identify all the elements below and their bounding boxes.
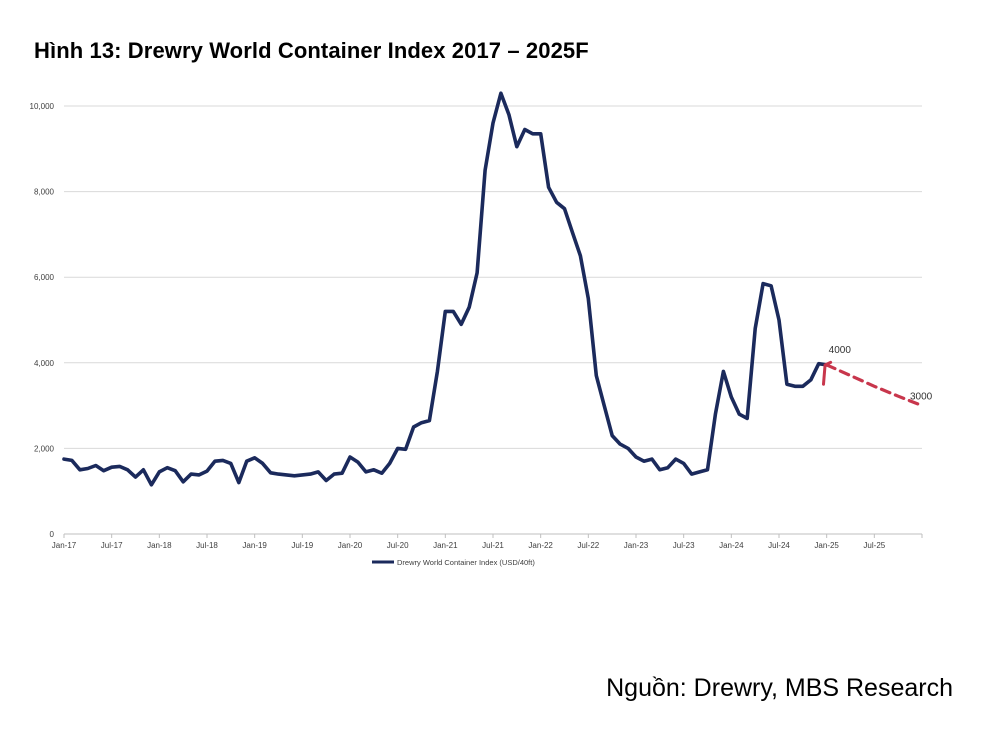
legend: Drewry World Container Index (USD/40ft) [372, 558, 535, 567]
x-tick-label: Jul-21 [482, 541, 504, 550]
y-axis: 0 2,000 4,000 6,000 8,000 10,000 [30, 102, 55, 539]
line-chart: 0 2,000 4,000 6,000 8,000 10,000 Jan-17 Jul-17… [30, 91, 933, 567]
x-tick-label: Jul-18 [196, 541, 218, 550]
y-tick-label: 6,000 [34, 273, 55, 282]
x-tick-label: Jul-25 [863, 541, 885, 550]
x-tick-label: Jul-17 [101, 541, 123, 550]
annotations: 4000 3000 [829, 345, 933, 403]
x-tick-label: Jan-21 [433, 541, 458, 550]
x-tick-label: Jan-25 [814, 541, 839, 550]
x-tick-label: Jan-23 [624, 541, 649, 550]
forecast-connector [821, 360, 833, 386]
x-tick-label: Jan-20 [338, 541, 363, 550]
forecast-line [825, 363, 924, 408]
legend-label: Drewry World Container Index (USD/40ft) [397, 558, 535, 567]
y-tick-label: 4,000 [34, 359, 55, 368]
y-tick-label: 2,000 [34, 444, 55, 453]
x-axis: Jan-17 Jul-17 Jan-18 Jul-18 Jan-19 Jul-19 Jan-… [52, 533, 923, 550]
x-tick-label: Jul-23 [673, 541, 695, 550]
source-note: Nguồn: Drewry, MBS Research [606, 674, 953, 702]
x-tick-label: Jul-20 [387, 541, 409, 550]
x-tick-label: Jan-17 [52, 541, 77, 550]
x-tick-label: Jul-19 [291, 541, 313, 550]
x-tick-label: Jul-24 [768, 541, 790, 550]
x-tick-label: Jan-24 [719, 541, 744, 550]
x-tick-label: Jan-19 [242, 541, 267, 550]
annotation-label: 3000 [910, 392, 933, 403]
series-lines [62, 91, 924, 487]
y-tick-label: 8,000 [34, 188, 55, 197]
x-tick-label: Jan-18 [147, 541, 172, 550]
annotation-label: 4000 [829, 345, 852, 356]
y-tick-label: 10,000 [30, 102, 55, 111]
x-tick-label: Jan-22 [528, 541, 553, 550]
figure-title: Hình 13: Drewry World Container Index 20… [34, 38, 589, 63]
gridlines [64, 105, 922, 449]
index-line [62, 91, 829, 487]
y-tick-label: 0 [50, 530, 55, 539]
x-tick-label: Jul-22 [577, 541, 599, 550]
